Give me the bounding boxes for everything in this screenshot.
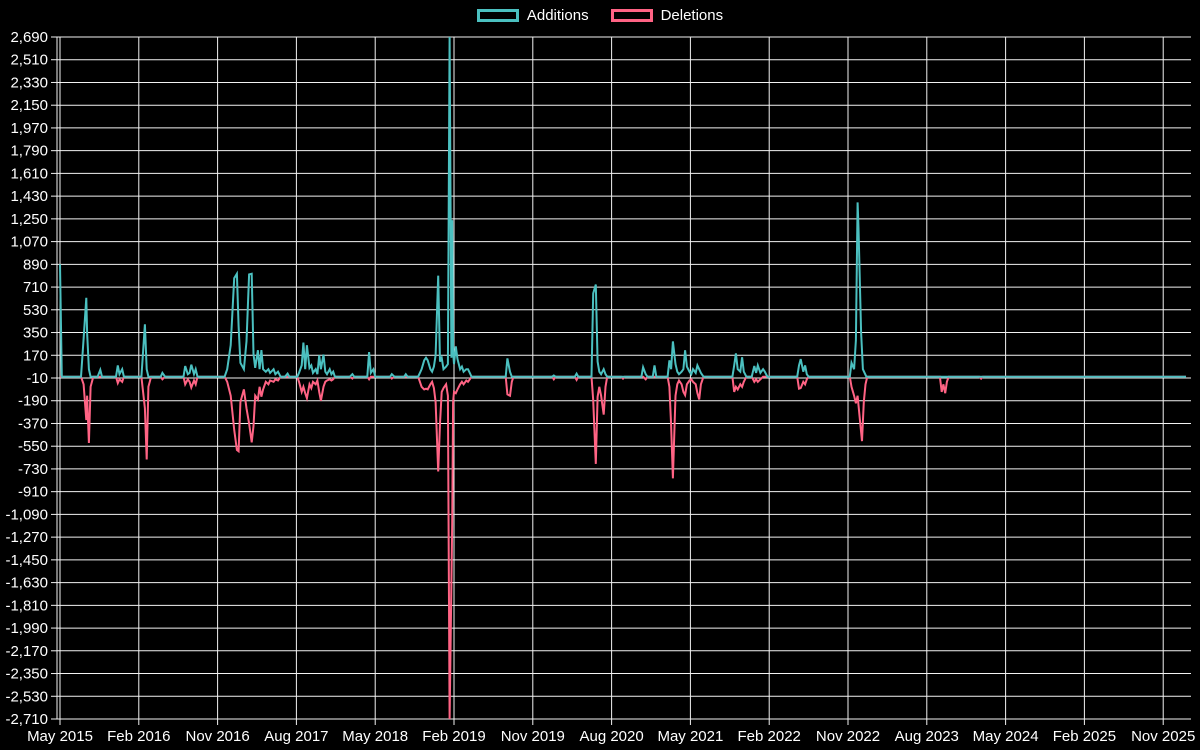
x-axis-label: Feb 2019 (422, 728, 485, 745)
y-axis-label: 170 (23, 347, 48, 364)
x-axis-label: Nov 2016 (185, 728, 249, 745)
x-axis-label: Feb 2016 (107, 728, 170, 745)
y-axis-label: 1,970 (10, 120, 48, 137)
y-axis-label: -1,990 (5, 620, 48, 637)
y-axis-label: -1,270 (5, 529, 48, 546)
x-axis-label: Nov 2022 (816, 728, 880, 745)
y-axis-label: -370 (18, 415, 48, 432)
x-axis-label: Aug 2017 (264, 728, 328, 745)
y-axis-label: 350 (23, 325, 48, 342)
x-axis-label: Aug 2020 (579, 728, 643, 745)
y-axis-label: 2,150 (10, 97, 48, 114)
y-axis-label: -2,530 (5, 688, 48, 705)
x-axis-label: May 2021 (657, 728, 723, 745)
y-axis-label: 890 (23, 256, 48, 273)
x-axis-label: May 2024 (973, 728, 1039, 745)
series-line-deletions (60, 375, 1186, 720)
legend-item-deletions[interactable]: Deletions (610, 7, 724, 24)
x-axis-label: May 2018 (342, 728, 408, 745)
deletions-legend-swatch (610, 9, 653, 22)
y-axis-label: -2,170 (5, 643, 48, 660)
y-axis-label: -550 (18, 438, 48, 455)
y-axis-label: 2,330 (10, 74, 48, 91)
deletions-legend-label: Deletions (660, 7, 724, 24)
y-axis-label: 2,690 (10, 29, 48, 46)
y-axis-label: 530 (23, 302, 48, 319)
x-axis-label: Nov 2019 (501, 728, 565, 745)
y-axis-label: -910 (18, 484, 48, 501)
y-axis-label: -1,450 (5, 552, 48, 569)
chart-legend: Additions Deletions (0, 8, 1200, 23)
x-axis-label: May 2015 (27, 728, 93, 745)
series-line-additions (59, 36, 1186, 378)
x-axis-label: Aug 2023 (895, 728, 959, 745)
y-axis-label: 1,070 (10, 234, 48, 251)
y-axis-label: 1,610 (10, 165, 48, 182)
y-axis-label: 2,510 (10, 52, 48, 69)
y-axis-label: -1,810 (5, 597, 48, 614)
x-axis-label: Feb 2025 (1053, 728, 1116, 745)
y-axis-label: -190 (18, 393, 48, 410)
legend-item-additions[interactable]: Additions (476, 7, 589, 24)
x-axis-label: Feb 2022 (738, 728, 801, 745)
x-axis-label: Nov 2025 (1131, 728, 1195, 745)
y-axis-label: -2,350 (5, 666, 48, 683)
y-axis-label: -10 (26, 370, 48, 387)
y-axis-label: 1,250 (10, 211, 48, 228)
additions-legend-label: Additions (526, 7, 589, 24)
y-axis-label: 1,790 (10, 143, 48, 160)
y-axis-label: -1,090 (5, 506, 48, 523)
y-axis-label: 1,430 (10, 188, 48, 205)
y-axis-label: -730 (18, 461, 48, 478)
additions-legend-swatch (476, 9, 519, 22)
y-axis-label: -2,710 (5, 711, 48, 728)
y-axis-label: 710 (23, 279, 48, 296)
y-axis-label: -1,630 (5, 575, 48, 592)
